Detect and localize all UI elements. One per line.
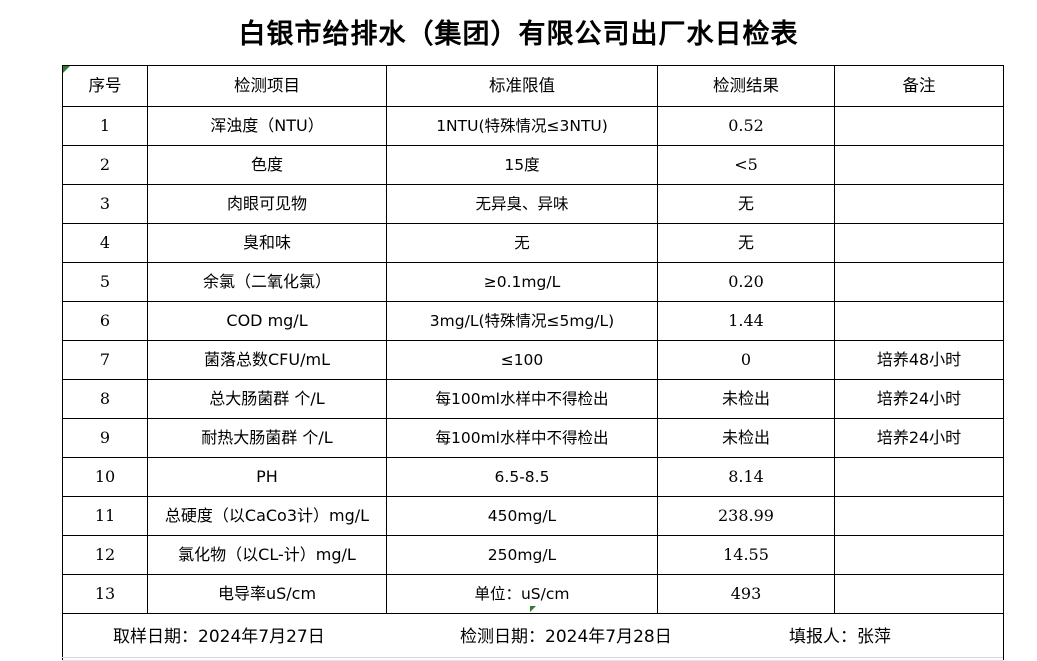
cell-remark: 培养24小时 [834,379,1004,419]
cell-remark [834,106,1004,146]
cell-test-result: <5 [657,145,835,185]
column-header-standard: 标准限值 [386,65,658,107]
table-row: 3 肉眼可见物 无异臭、异味无 [62,184,1004,224]
cell-serial-number: 10 [62,457,148,497]
cell-remark: 培养48小时 [834,340,1004,380]
cell-test-item: 菌落总数CFU/mL [147,340,387,380]
cell-serial-number: 13 [62,574,148,614]
table-row: 13 电导率uS/cm 单位：uS/cm 493 [62,574,1004,614]
table-row: 6 COD mg/L 3mg/L(特殊情况≤5mg/L) 1.44 [62,301,1004,341]
table-row: 8 总大肠菌群 个/L 每100ml水样中不得检出 未检出 培养24小时 [62,379,1004,419]
column-header-item: 检测项目 [147,65,387,107]
cell-remark [834,496,1004,536]
cell-remark [834,262,1004,302]
page-bottom-rule [62,657,1003,658]
table-header-row: 序号 检测项目 标准限值 检测结果 备注 [62,65,1004,107]
table-body: 1 浑浊度（NTU） 1NTU(特殊情况≤3NTU) 0.52 2 色度 15度 <5 3 肉眼可… [62,106,1004,614]
cell-remark [834,223,1004,263]
page-title: 白银市给排水（集团）有限公司出厂水日检表 [238,19,799,50]
test-date: 检测日期：2024年7月28日 [460,627,672,647]
cell-remark [834,535,1004,575]
cell-standard-limit: 1NTU(特殊情况≤3NTU) [386,106,658,146]
cell-standard-limit: ≥0.1mg/L [386,262,658,302]
reporter-name: 填报人：张萍 [789,627,891,647]
cell-standard-limit: 3mg/L(特殊情况≤5mg/L) [386,301,658,341]
cell-standard-limit: 6.5-8.5 [386,457,658,497]
column-header-no: 序号 [62,65,148,107]
cell-test-result: 1.44 [657,301,835,341]
cell-test-item: 耐热大肠菌群 个/L [147,418,387,458]
table-footer-row: 取样日期：2024年7月27日 检测日期：2024年7月28日 填报人：张萍 [62,613,1004,661]
cell-serial-number: 4 [62,223,148,263]
sample-date: 取样日期：2024年7月27日 [113,627,325,647]
cell-test-result: 0.52 [657,106,835,146]
cell-test-item: 总大肠菌群 个/L [147,379,387,419]
cell-standard-limit: 无 [386,223,658,263]
cell-remark [834,574,1004,614]
footer-bar: 取样日期：2024年7月27日 检测日期：2024年7月28日 填报人：张萍 [65,628,1001,646]
cell-test-item: COD mg/L [147,301,387,341]
column-header-note: 备注 [834,65,1004,107]
cell-serial-number: 3 [62,184,148,224]
cell-standard-limit: 无异臭、异味 [386,184,658,224]
cell-test-item: 浑浊度（NTU） [147,106,387,146]
cell-serial-number: 12 [62,535,148,575]
cell-remark [834,301,1004,341]
table-row: 5 余氯（二氧化氯） ≥0.1mg/L 0.20 [62,262,1004,302]
cell-test-item: 臭和味 [147,223,387,263]
cell-test-result: 14.55 [657,535,835,575]
cell-remark [834,184,1004,224]
table-row: 9 耐热大肠菌群 个/L 每100ml水样中不得检出 未检出 培养24小时 [62,418,1004,458]
cell-standard-limit: ≤100 [386,340,658,380]
cell-test-result: 0 [657,340,835,380]
cell-serial-number: 6 [62,301,148,341]
cell-test-item: PH [147,457,387,497]
cell-test-result: 未检出 [657,379,835,419]
table-row: 2 色度 15度 <5 [62,145,1004,185]
cell-test-result: 无 [657,184,835,224]
cell-remark: 培养24小时 [834,418,1004,458]
cell-serial-number: 11 [62,496,148,536]
cell-serial-number: 9 [62,418,148,458]
cell-serial-number: 1 [62,106,148,146]
cell-test-result: 493 [657,574,835,614]
cell-serial-number: 7 [62,340,148,380]
cell-test-result: 8.14 [657,457,835,497]
cell-standard-limit: 450mg/L [386,496,658,536]
cell-test-item: 余氯（二氧化氯） [147,262,387,302]
cell-standard-limit: 单位：uS/cm [386,574,658,614]
cell-test-result: 未检出 [657,418,835,458]
cell-test-result: 无 [657,223,835,263]
cell-test-item: 氯化物（以CL-计）mg/L [147,535,387,575]
cell-test-item: 总硬度（以CaCo3计）mg/L [147,496,387,536]
table-row: 12 氯化物（以CL-计）mg/L 250mg/L 14.55 [62,535,1004,575]
cell-standard-limit: 每100ml水样中不得检出 [386,379,658,419]
daily-inspection-table: 序号 检测项目 标准限值 检测结果 备注 1 浑浊度（NTU） 1NTU(特殊情况≤… [62,65,1004,661]
cell-test-result: 0.20 [657,262,835,302]
cell-test-result: 238.99 [657,496,835,536]
cell-serial-number: 5 [62,262,148,302]
cell-standard-limit: 15度 [386,145,658,185]
column-header-result: 检测结果 [657,65,835,107]
cell-test-item: 色度 [147,145,387,185]
footer-cell: 取样日期：2024年7月27日 检测日期：2024年7月28日 填报人：张萍 [62,613,1004,661]
table-row: 11 总硬度（以CaCo3计）mg/L 450mg/L 238.99 [62,496,1004,536]
cell-test-item: 电导率uS/cm [147,574,387,614]
table-row: 10 PH 6.5-8.5 8.14 [62,457,1004,497]
table-row: 4 臭和味无无 [62,223,1004,263]
cell-standard-limit: 每100ml水样中不得检出 [386,418,658,458]
cell-test-item: 肉眼可见物 [147,184,387,224]
cell-remark [834,457,1004,497]
cell-standard-limit: 250mg/L [386,535,658,575]
table-row: 1 浑浊度（NTU） 1NTU(特殊情况≤3NTU) 0.52 [62,106,1004,146]
table-row: 7 菌落总数CFU/mL ≤100 0 培养48小时 [62,340,1004,380]
cell-remark [834,145,1004,185]
cell-serial-number: 8 [62,379,148,419]
cell-serial-number: 2 [62,145,148,185]
